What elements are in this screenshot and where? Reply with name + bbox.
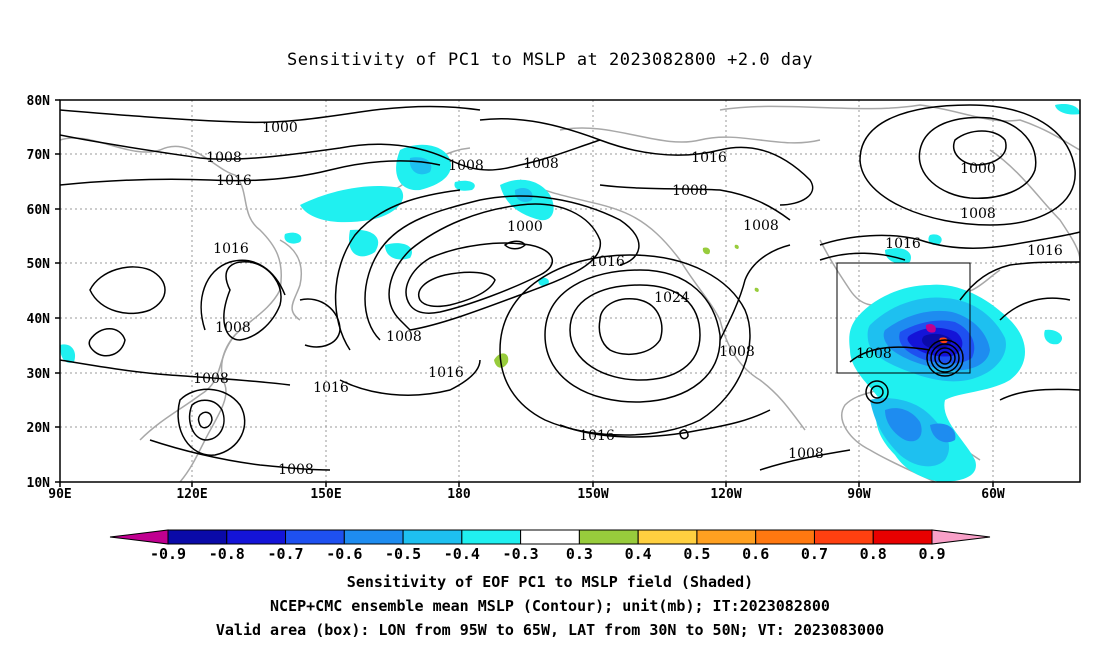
colorbar-tick-label: 0.9 bbox=[918, 545, 945, 563]
contour-labels: 1000 1008 1016 1008 1008 1016 1008 1000 … bbox=[193, 120, 1063, 478]
colorbar-swatch bbox=[755, 529, 815, 545]
colorbar-tick-label: -0.4 bbox=[444, 545, 480, 563]
lat-label: 70N bbox=[27, 148, 51, 163]
contour-label: 1000 bbox=[262, 120, 298, 136]
colorbar-swatch bbox=[285, 529, 345, 545]
map-frame bbox=[59, 99, 1081, 483]
lat-label: 40N bbox=[27, 312, 51, 327]
contour-label: 1008 bbox=[672, 183, 708, 199]
contour-label: 1008 bbox=[386, 329, 422, 345]
colorbar-tick-label: -0.3 bbox=[503, 545, 539, 563]
colorbar-tick-label: 0.4 bbox=[625, 545, 652, 563]
lon-label: 150W bbox=[577, 487, 608, 502]
contour-label: 1008 bbox=[193, 371, 229, 387]
valid-area-box bbox=[836, 262, 971, 374]
colorbar-swatch bbox=[109, 529, 169, 545]
lon-labels: 90E 120E 150E 180 150W 120W 90W 60W bbox=[48, 487, 1005, 502]
contour-label: 1016 bbox=[1027, 243, 1063, 259]
colorbar-swatch bbox=[931, 529, 991, 545]
negative-shading bbox=[60, 104, 1080, 482]
mslp-contours bbox=[60, 104, 1080, 471]
colorbar-swatch bbox=[402, 529, 463, 545]
contour-label: 1008 bbox=[856, 346, 892, 362]
lat-label: 10N bbox=[27, 476, 51, 491]
lat-label: 50N bbox=[27, 257, 51, 272]
colorbar-tick-label: 0.7 bbox=[801, 545, 828, 563]
colorbar-swatch bbox=[520, 529, 580, 545]
contour-label: 1008 bbox=[215, 320, 251, 336]
contour-label: 1016 bbox=[213, 241, 249, 257]
colorbar-tick-label: -0.9 bbox=[150, 545, 186, 563]
lon-label: 120E bbox=[176, 487, 207, 502]
colorbar-tick-label: 0.3 bbox=[566, 545, 593, 563]
contour-label: 1008 bbox=[278, 462, 314, 478]
contour-label: 1016 bbox=[579, 428, 615, 444]
contour-label: 1016 bbox=[313, 380, 349, 396]
contour-label: 1000 bbox=[507, 219, 543, 235]
lon-label: 60W bbox=[981, 487, 1005, 502]
map-title: Sensitivity of PC1 to MSLP at 2023082800… bbox=[286, 50, 813, 70]
colorbar-swatch bbox=[696, 529, 757, 545]
contour-label: 1008 bbox=[960, 206, 996, 222]
contour-label: 1008 bbox=[788, 446, 824, 462]
lon-label: 90W bbox=[847, 487, 871, 502]
colorbar-tick-label: 0.8 bbox=[860, 545, 887, 563]
contour-label: 1008 bbox=[523, 156, 559, 172]
colorbar-swatch bbox=[813, 529, 874, 545]
contour-label: 1016 bbox=[216, 173, 252, 189]
contour-label: 1008 bbox=[743, 218, 779, 234]
contour-label: 1016 bbox=[885, 236, 921, 252]
colorbar: -0.9 -0.8 -0.7 -0.6 -0.5 -0.4 -0.3 0.3 0.4 0.5 0.6… bbox=[109, 529, 991, 563]
colorbar-tick-label: 0.6 bbox=[742, 545, 769, 563]
colorbar-swatch bbox=[343, 529, 404, 545]
colorbar-swatch bbox=[578, 529, 639, 545]
colorbar-swatch bbox=[872, 529, 933, 545]
footer-line-3: Valid area (box): LON from 95W to 65W, L… bbox=[215, 621, 885, 639]
contour-label: 1016 bbox=[691, 150, 727, 166]
axis-ticks bbox=[55, 99, 994, 487]
contour-label: 1008 bbox=[206, 150, 242, 166]
colorbar-swatch bbox=[637, 529, 698, 545]
lon-label: 180 bbox=[447, 487, 471, 502]
colorbar-swatch bbox=[167, 529, 228, 545]
contour-label: 1000 bbox=[960, 161, 996, 177]
colorbar-swatch bbox=[226, 529, 287, 545]
contour-label: 1016 bbox=[428, 365, 464, 381]
lat-labels: 80N 70N 60N 50N 40N 30N 20N 10N bbox=[27, 94, 51, 491]
colorbar-tick-label: -0.8 bbox=[209, 545, 245, 563]
colorbar-swatch bbox=[461, 529, 522, 545]
colorbar-tick-label: -0.6 bbox=[326, 545, 362, 563]
contour-label: 1016 bbox=[589, 254, 625, 270]
lon-label: 150E bbox=[310, 487, 341, 502]
lon-label: 120W bbox=[710, 487, 741, 502]
colorbar-tick-label: -0.7 bbox=[267, 545, 303, 563]
contour-label: 1008 bbox=[448, 158, 484, 174]
contour-label: 1008 bbox=[719, 344, 755, 360]
lat-label: 20N bbox=[27, 421, 51, 436]
colorbar-tick-label: -0.5 bbox=[385, 545, 421, 563]
lat-label: 30N bbox=[27, 367, 51, 382]
lat-label: 80N bbox=[27, 94, 51, 109]
contour-label: 1024 bbox=[654, 290, 690, 306]
colorbar-tick-label: 0.5 bbox=[683, 545, 710, 563]
lat-label: 60N bbox=[27, 203, 51, 218]
lon-label: 90E bbox=[48, 487, 71, 502]
footer-line-2: NCEP+CMC ensemble mean MSLP (Contour); u… bbox=[270, 597, 830, 615]
footer-line-1: Sensitivity of EOF PC1 to MSLP field (Sh… bbox=[346, 573, 754, 591]
